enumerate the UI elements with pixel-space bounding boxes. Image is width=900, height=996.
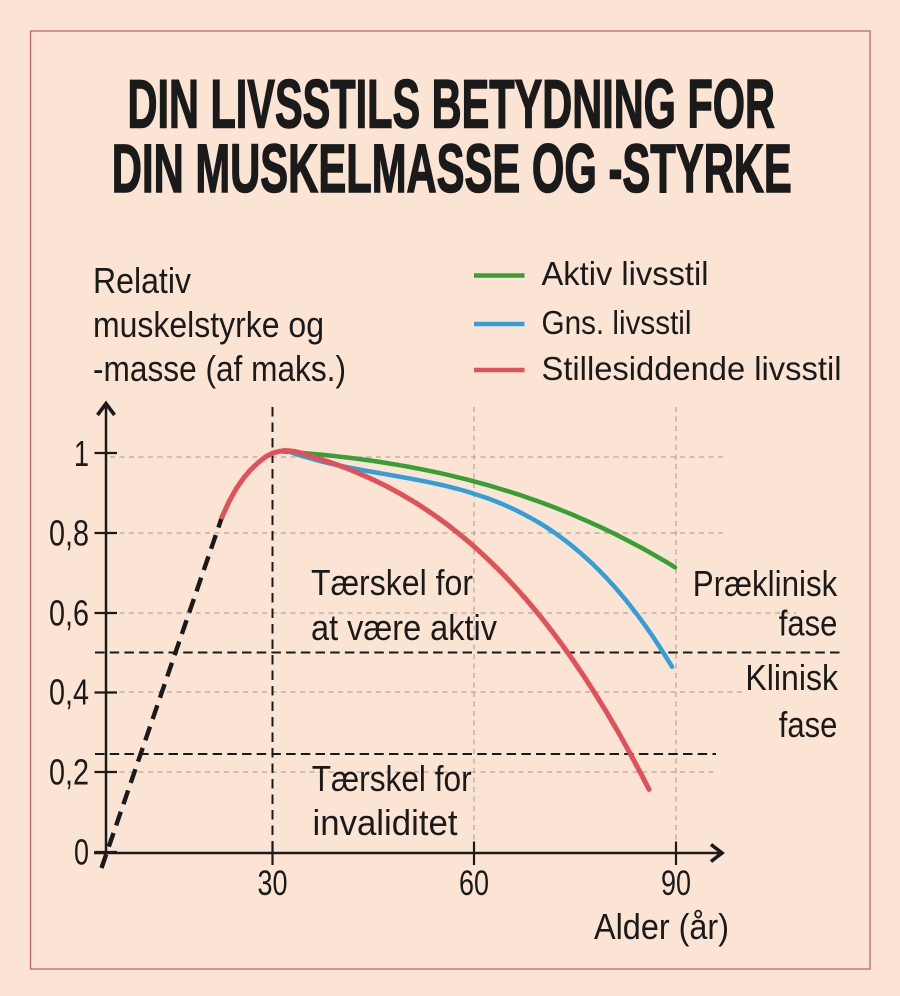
svg-text:muskelstyrke og: muskelstyrke og [93, 304, 324, 345]
svg-text:1: 1 [74, 433, 89, 474]
svg-text:0,6: 0,6 [49, 593, 89, 634]
svg-text:0,2: 0,2 [49, 752, 89, 793]
svg-text:fase: fase [779, 704, 838, 745]
svg-text:invaliditet: invaliditet [313, 802, 458, 843]
svg-text:Præklinisk: Præklinisk [693, 563, 838, 604]
svg-text:DIN MUSKELMASSE OG -STYRKE: DIN MUSKELMASSE OG -STYRKE [112, 130, 792, 207]
svg-text:0,8: 0,8 [49, 513, 89, 554]
svg-text:Aktiv livsstil: Aktiv livsstil [542, 256, 709, 293]
svg-text:Tærskel for: Tærskel for [311, 562, 473, 603]
svg-text:Relativ: Relativ [93, 260, 192, 301]
svg-text:Alder (år): Alder (år) [594, 906, 729, 947]
svg-text:60: 60 [459, 864, 489, 903]
svg-text:at være aktiv: at være aktiv [311, 607, 498, 648]
svg-text:0: 0 [74, 832, 89, 873]
svg-text:Gns. livsstil: Gns. livsstil [542, 305, 692, 342]
svg-text:Stillesiddende livsstil: Stillesiddende livsstil [542, 351, 842, 388]
svg-text:Klinisk: Klinisk [745, 657, 838, 698]
svg-text:fase: fase [779, 603, 838, 644]
svg-text:Tærskel for: Tærskel for [312, 758, 472, 799]
svg-text:DIN LIVSSTILS BETYDNING FOR: DIN LIVSSTILS BETYDNING FOR [128, 66, 776, 143]
svg-text:90: 90 [661, 864, 691, 903]
svg-text:30: 30 [258, 864, 288, 903]
svg-text:0,4: 0,4 [49, 672, 89, 713]
svg-text:-masse (af maks.): -masse (af maks.) [93, 348, 346, 389]
